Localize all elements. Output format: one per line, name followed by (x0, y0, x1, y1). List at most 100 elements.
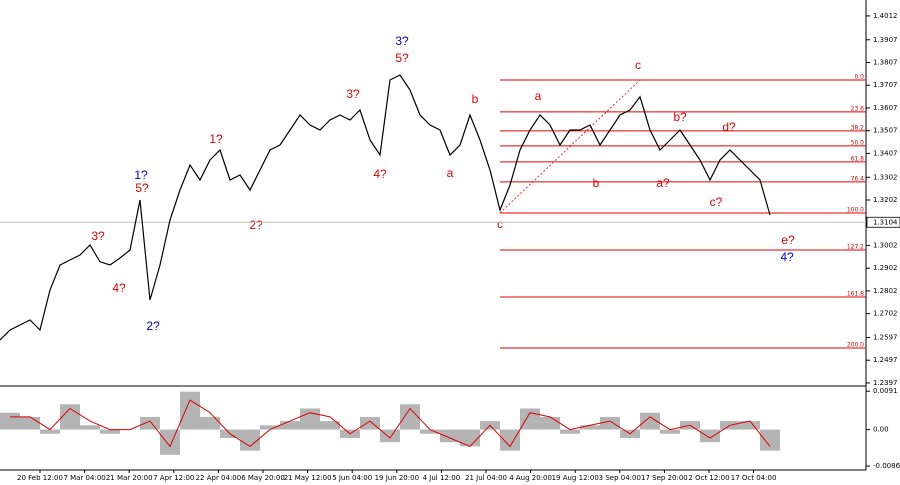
y-tick-label: 1.2802 (873, 287, 898, 295)
osc-bar (760, 429, 780, 451)
osc-bar (460, 429, 480, 447)
wave-label: 1? (209, 132, 223, 146)
x-tick-label: 21 Jul 04:00 (465, 474, 507, 482)
fib-label: 161.8 (847, 291, 864, 298)
y-tick-label: 1.2702 (873, 310, 898, 318)
wave-label: c? (710, 195, 723, 209)
fib-label: 200.0 (847, 341, 864, 348)
y-tick-label: 1.4012 (873, 12, 898, 20)
y-tick-label: 1.3607 (873, 104, 898, 112)
osc-tick-label: -0.00867 (873, 462, 900, 470)
fib-label: 61.8 (851, 155, 865, 162)
osc-bar (400, 404, 420, 430)
osc-bar (100, 429, 120, 434)
osc-bar (260, 425, 280, 430)
y-tick-label: 1.3002 (873, 241, 898, 249)
fib-trend (499, 79, 641, 214)
fib-label: 38.2 (851, 124, 865, 131)
osc-bar (20, 416, 40, 430)
fib-label: 127.2 (847, 244, 864, 251)
osc-bar (520, 408, 540, 430)
osc-bar (0, 412, 20, 430)
osc-bar (320, 421, 340, 430)
x-tick-label: 20 Feb 12:00 (17, 474, 63, 482)
y-tick-label: 1.3807 (873, 59, 898, 67)
x-tick-label: 4 Jul 12:00 (423, 474, 461, 482)
y-tick-label: 1.3507 (873, 127, 898, 135)
y-tick-label: 1.3407 (873, 149, 898, 157)
wave-labels: 3? 4? 1? 5? 2? 1? 2? 3? 4? 3? 5? b a c a… (91, 34, 795, 333)
osc-bar (280, 421, 300, 430)
osc-bar (700, 429, 720, 443)
wave-label: b (593, 176, 600, 190)
osc-bar (600, 416, 620, 430)
wave-label: 4? (373, 167, 387, 181)
y-tick-label: 1.2397 (873, 379, 898, 387)
x-tick-label: 5 Jun 04:00 (332, 474, 372, 482)
y-tick-label: 1.2497 (873, 356, 898, 364)
x-tick-label: 19 Jun 20:00 (375, 474, 419, 482)
wave-label: 2? (249, 218, 263, 232)
y-tick-label: 1.2597 (873, 334, 898, 342)
x-tick-label: 21 May 12:00 (284, 474, 332, 482)
osc-tick-label: 0.00 (873, 426, 889, 434)
osc-bar (200, 416, 220, 430)
fib-label: 0.0 (854, 74, 864, 81)
fib-label: 100.0 (847, 206, 864, 213)
wave-label: d? (722, 120, 736, 134)
osc-tick-label: 0.0091 (873, 387, 898, 395)
current-price-label: 1.3104 (873, 218, 898, 226)
wave-label: 2? (146, 319, 160, 333)
wave-label: 3? (346, 87, 360, 101)
wave-label: 1? (134, 168, 148, 182)
fib-label: 76.4 (851, 175, 865, 182)
fib-label: 50.0 (851, 139, 865, 146)
y-tick-label: 1.3707 (873, 81, 898, 89)
osc-bar (140, 416, 160, 430)
y-tick-label: 1.3907 (873, 36, 898, 44)
x-tick-label: 17 Oct 04:00 (731, 474, 777, 482)
wave-label: 3? (91, 229, 105, 243)
y-tick-label: 1.3202 (873, 196, 898, 204)
wave-label: c (497, 217, 503, 231)
wave-label: a? (656, 176, 670, 190)
x-tick-label: 4 Aug 20:00 (509, 474, 552, 482)
x-tick-label: 21 Mar 20:00 (106, 474, 153, 482)
osc-bar (740, 421, 760, 430)
current-price-box (866, 216, 900, 228)
x-tick-label: 19 Aug 12:00 (552, 474, 599, 482)
osc-bar (60, 404, 80, 430)
fib-label: 23.6 (851, 105, 865, 112)
osc-bar (500, 429, 520, 451)
x-tick-label: 3 Sep 04:00 (599, 474, 641, 482)
wave-label: a (447, 166, 454, 180)
price-line (0, 74, 771, 341)
osc-bar (560, 429, 580, 434)
osc-bar (300, 408, 320, 430)
osc-bar (420, 429, 440, 434)
wave-label: 5? (395, 51, 409, 65)
wave-label: e? (781, 233, 795, 247)
x-tick-label: 22 Apr 04:00 (196, 474, 242, 482)
osc-bar (80, 425, 100, 430)
x-tick-label: 6 May 20:00 (241, 474, 285, 482)
wave-label: c (635, 58, 641, 72)
y-tick-label: 1.3302 (873, 173, 898, 181)
osc-signal (10, 399, 771, 448)
osc-bar (660, 429, 680, 434)
y-tick-label: 1.2902 (873, 264, 898, 272)
osc-bar (580, 425, 600, 430)
wave-label: b? (673, 110, 687, 124)
x-tick-label: 17 Sep 20:00 (641, 474, 688, 482)
x-tick-label: 2 Oct 12:00 (688, 474, 729, 482)
osc-bar (640, 412, 660, 430)
wave-label: 5? (135, 181, 149, 195)
osc-bar (440, 429, 460, 443)
osc-bar (160, 429, 180, 455)
wave-label: b (472, 92, 479, 106)
osc-bar (180, 391, 200, 430)
x-tick-label: 7 Apr 12:00 (153, 474, 194, 482)
wave-label: a (535, 89, 542, 103)
